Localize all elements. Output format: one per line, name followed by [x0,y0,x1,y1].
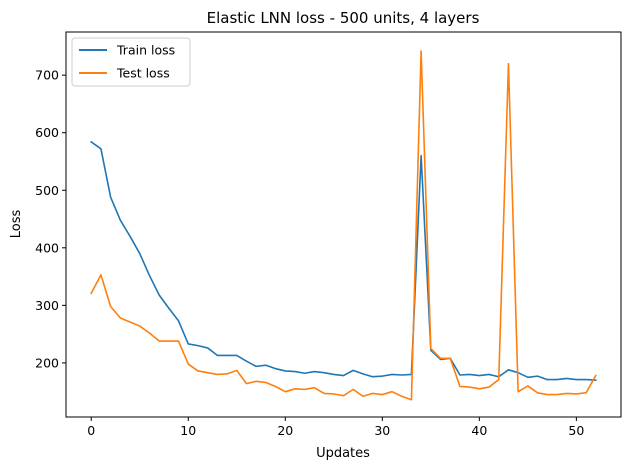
x-tick-label: 30 [374,423,390,438]
y-tick-label: 300 [35,298,59,313]
plot-area [65,31,622,418]
series-line-train-loss [90,140,597,382]
x-tick-label: 50 [568,423,584,438]
x-tick-label: 40 [471,423,487,438]
y-tick-label: 700 [35,68,59,83]
x-axis: 0 10 20 30 40 50 [87,417,584,438]
axes-frame [65,31,622,418]
legend: Train loss Test loss [71,37,191,87]
legend-label-test: Test loss [116,66,170,81]
y-axis-label: Loss [9,210,24,239]
series-line-test-loss [90,50,597,401]
y-tick-label: 200 [35,355,59,370]
chart-title: Elastic LNN loss - 500 units, 4 layers [207,9,480,27]
legend-label-train: Train loss [116,43,175,58]
x-tick-label: 20 [277,423,293,438]
y-tick-label: 500 [35,183,59,198]
x-axis-label: Updates [316,446,370,461]
x-tick-label: 10 [180,423,196,438]
series-layer [90,50,597,401]
y-axis: 200 300 400 500 600 700 [35,68,66,370]
y-tick-label: 600 [35,125,59,140]
x-tick-label: 0 [87,423,95,438]
y-tick-label: 400 [35,240,59,255]
